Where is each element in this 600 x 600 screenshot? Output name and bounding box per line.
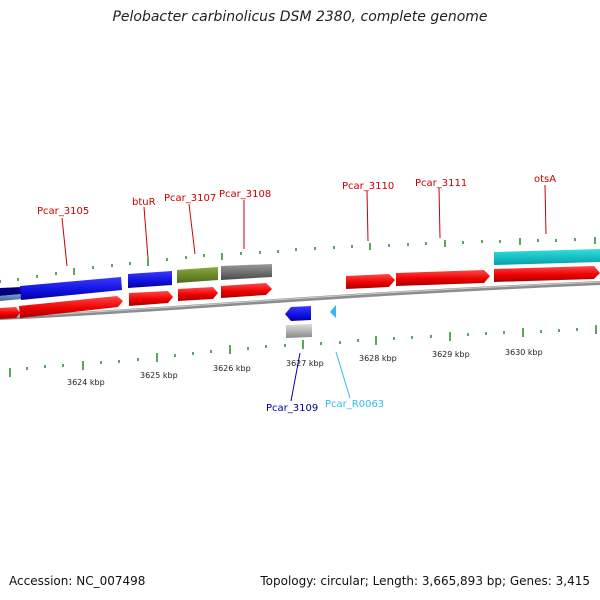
gene-blue-btur[interactable] <box>128 271 172 288</box>
gene-red-pcar3108[interactable] <box>221 283 272 298</box>
gene-label-pcar3105[interactable]: Pcar_3105 <box>37 206 89 217</box>
scale-label-3627: 3627 kbp <box>286 359 324 368</box>
trna-pcar-r0063[interactable] <box>330 305 336 318</box>
gene-red-pcar3111[interactable] <box>396 270 490 286</box>
scale-label-3630: 3630 kbp <box>505 348 543 357</box>
leader-pcar3109 <box>290 352 301 402</box>
gene-dark-blue-partial[interactable] <box>0 287 22 296</box>
inner-tick-row <box>9 325 597 377</box>
gene-steel-partial[interactable] <box>0 294 22 301</box>
leader-pcar3111 <box>438 187 441 239</box>
gene-red-otsa[interactable] <box>494 266 600 282</box>
gene-labels: Pcar_3105 btuR Pcar_3107 Pcar_3108 Pcar_… <box>37 174 556 414</box>
accession-text: Accession: NC_007498 <box>9 574 146 588</box>
gene-red-pcar3107[interactable] <box>178 287 218 301</box>
forward-gene-track <box>0 266 600 319</box>
scale-labels: 3624 kbp 3625 kbp 3626 kbp 3627 kbp 3628… <box>67 348 543 387</box>
gene-label-pcar3110[interactable]: Pcar_3110 <box>342 181 394 192</box>
gene-label-btur[interactable]: btuR <box>132 197 156 208</box>
gene-red-btur[interactable] <box>129 291 173 306</box>
reverse-gene-track <box>285 305 336 338</box>
scale-label-3624: 3624 kbp <box>67 378 105 387</box>
gene-label-otsa[interactable]: otsA <box>534 174 556 185</box>
scale-label-3626: 3626 kbp <box>213 364 251 373</box>
leader-pcar3110 <box>366 190 369 242</box>
leader-otsa <box>544 184 547 235</box>
scale-label-3629: 3629 kbp <box>432 350 470 359</box>
leader-pcar-r0063 <box>335 351 351 399</box>
genome-backbone-highlight <box>0 281 600 318</box>
scale-label-3628: 3628 kbp <box>359 354 397 363</box>
gene-label-pcar-r0063[interactable]: Pcar_R0063 <box>325 399 384 410</box>
gene-cyan-otsa[interactable] <box>494 249 600 265</box>
gene-label-pcar3109[interactable]: Pcar_3109 <box>266 403 318 414</box>
gene-blue-pcar3105[interactable] <box>20 277 122 300</box>
leader-pcar3105 <box>61 217 68 267</box>
gene-label-pcar3107[interactable]: Pcar_3107 <box>164 193 216 204</box>
leader-btur <box>143 206 149 259</box>
gene-label-pcar3111[interactable]: Pcar_3111 <box>415 178 467 189</box>
gene-gray-pcar3108[interactable] <box>221 264 272 280</box>
gene-blue-pcar3109[interactable] <box>285 306 311 321</box>
gene-light-gray-pcar3109[interactable] <box>286 324 312 338</box>
outer-tick-row <box>0 237 596 283</box>
gene-red-pcar3110[interactable] <box>346 274 395 289</box>
leader-lines <box>61 184 547 402</box>
gene-label-pcar3108[interactable]: Pcar_3108 <box>219 189 271 200</box>
map-title: Pelobacter carbinolicus DSM 2380, comple… <box>112 9 488 25</box>
gene-red-arrow-partial[interactable] <box>0 307 20 319</box>
leader-pcar3107 <box>188 203 196 255</box>
gene-red-pcar3105[interactable] <box>19 296 123 318</box>
gene-olive-pcar3107[interactable] <box>177 267 218 283</box>
scale-label-3625: 3625 kbp <box>140 371 178 380</box>
cds-track <box>0 249 600 301</box>
topology-text: Topology: circular; Length: 3,665,893 bp… <box>260 574 590 588</box>
genome-backbone <box>0 281 600 320</box>
